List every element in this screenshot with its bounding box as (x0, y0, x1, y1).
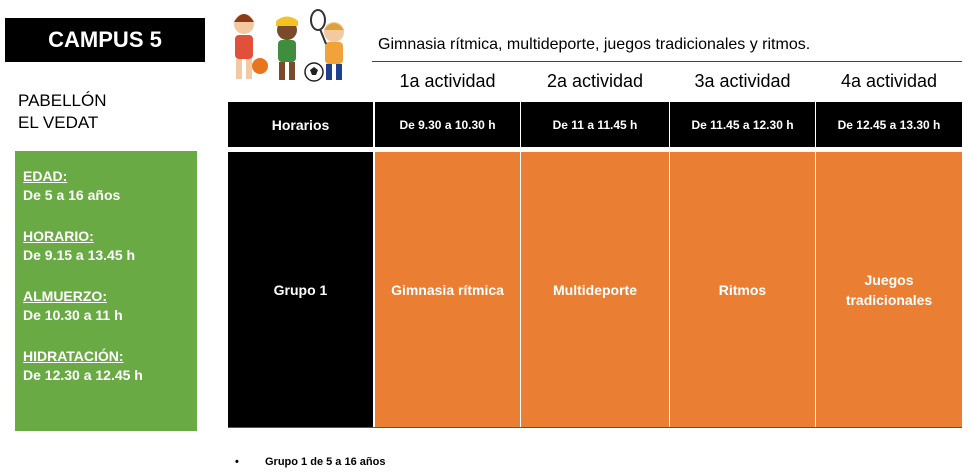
kids-sports-illustration (234, 9, 344, 82)
venue-name: PABELLÓN EL VEDAT (18, 90, 107, 134)
info-lunch: ALMUERZO: De 10.30 a 11 h (23, 287, 197, 325)
info-panel: EDAD: De 5 a 16 años HORARIO: De 9.15 a … (15, 151, 197, 431)
activity-time: De 11 a 11.45 h (521, 102, 669, 147)
info-label: HIDRATACIÓN: (23, 348, 124, 364)
bullet: • (235, 456, 239, 468)
info-value: De 12.30 a 12.45 h (23, 367, 143, 383)
info-hydration: HIDRATACIÓN: De 12.30 a 12.45 h (23, 347, 197, 385)
info-value: De 10.30 a 11 h (23, 307, 123, 323)
activity-cell: Ritmos (670, 152, 815, 427)
activity-heading: 4a actividad (840, 71, 938, 91)
footnote-text: Grupo 1 de 5 a 16 años (265, 456, 386, 468)
activity-time: De 9.30 a 10.30 h (375, 102, 520, 147)
activity-cell: Multideporte (521, 152, 669, 427)
info-label: HORARIO: (23, 228, 94, 244)
info-age: EDAD: De 5 a 16 años (23, 167, 197, 205)
info-value: De 5 a 16 años (23, 187, 121, 203)
table-bottom-divider (228, 427, 962, 428)
activity-cell: Gimnasia rítmica (375, 152, 520, 427)
activity-heading: 2a actividad (546, 71, 644, 91)
campus-title: CAMPUS 5 (5, 18, 205, 62)
schedule-row-header: Horarios (228, 102, 373, 147)
venue-line-1: PABELLÓN (18, 91, 107, 110)
activity-time: De 12.45 a 13.30 h (816, 102, 962, 147)
info-label: EDAD: (23, 168, 68, 184)
subtitle-divider (372, 61, 962, 62)
venue-line-2: EL VEDAT (18, 113, 99, 132)
activity-cell: Juegos tradicionales (816, 152, 962, 427)
group-label: Grupo 1 (228, 152, 373, 427)
activity-heading: 1a actividad (399, 71, 496, 91)
activity-heading: 3a actividad (694, 71, 791, 91)
footnote: • Grupo 1 de 5 a 16 años (235, 456, 385, 468)
activity-time: De 11.45 a 12.30 h (670, 102, 815, 147)
info-value: De 9.15 a 13.45 h (23, 247, 136, 263)
info-hours: HORARIO: De 9.15 a 13.45 h (23, 227, 197, 265)
info-label: ALMUERZO: (23, 288, 107, 304)
schedule-subtitle: Gimnasia rítmica, multideporte, juegos t… (378, 36, 811, 53)
